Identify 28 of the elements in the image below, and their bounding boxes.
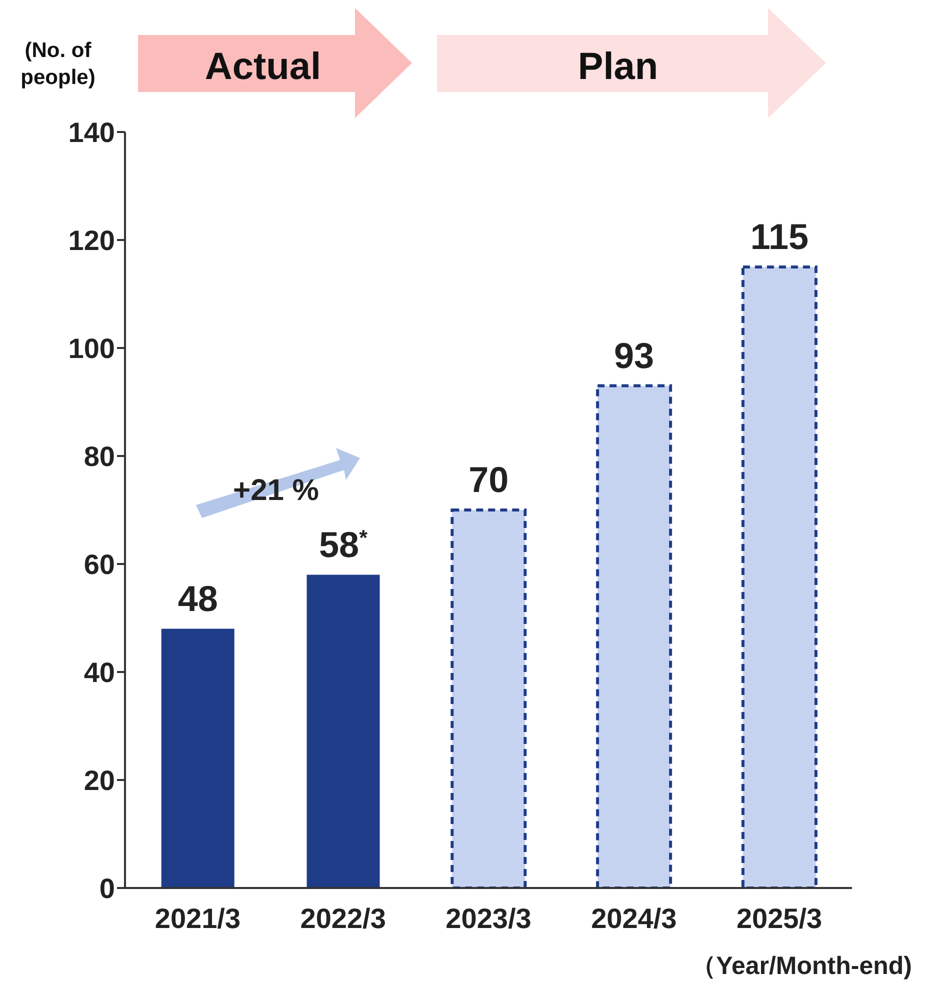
bar [741,266,818,888]
bar [161,628,234,888]
y-tick-label: 140 [68,116,115,148]
bar [596,384,672,888]
y-tick-label: 120 [68,224,115,256]
data-label: 93 [614,334,654,376]
x-tick-label: 2024/3 [591,902,677,934]
x-tick-label: 2025/3 [736,902,822,934]
x-tick-label: 2022/3 [300,902,386,934]
data-label: 58$^{*}$ [319,524,368,565]
y-axis-title: (No. of people) [20,39,96,89]
text: Plan [578,46,658,88]
y-tick-label: 60 [84,548,115,580]
y-tick-label: 100 [68,332,115,364]
text: Actual [204,46,322,88]
bar [450,508,527,888]
y-tick-label: 80 [84,440,115,472]
data-label: 48 [178,578,218,619]
annotation: +21 % [233,474,319,507]
x-tick-label: 2023/3 [446,902,532,934]
data-label: 115 [750,216,808,257]
y-tick-label: 20 [84,764,115,796]
y-tick-label: 0 [99,872,115,904]
x-tick-label: 2021/3 [154,902,241,934]
x-axis-title: （Year/Month-end) [691,952,912,980]
y-tick-label: 40 [84,656,115,688]
data-label: 70 [468,459,509,500]
bar [306,574,380,888]
